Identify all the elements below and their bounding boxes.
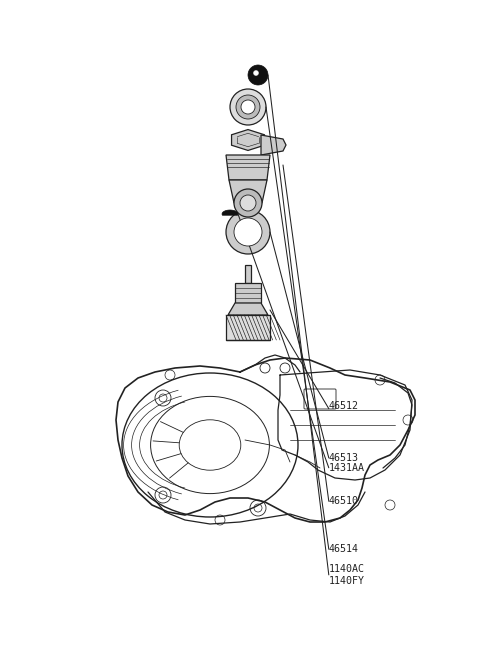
Circle shape xyxy=(253,70,259,76)
Polygon shape xyxy=(261,135,286,155)
Polygon shape xyxy=(226,155,270,180)
Polygon shape xyxy=(228,303,268,315)
Text: 1431AA: 1431AA xyxy=(329,463,365,473)
Text: 46513: 46513 xyxy=(329,453,359,463)
Circle shape xyxy=(230,89,266,125)
Polygon shape xyxy=(245,265,251,283)
Circle shape xyxy=(254,76,262,84)
Text: 1140AC
1140FY: 1140AC 1140FY xyxy=(329,564,365,585)
Circle shape xyxy=(234,218,262,246)
Circle shape xyxy=(236,95,260,119)
Polygon shape xyxy=(229,180,267,203)
Circle shape xyxy=(248,65,268,85)
Polygon shape xyxy=(235,283,261,303)
Circle shape xyxy=(241,100,255,114)
Circle shape xyxy=(226,210,270,254)
Polygon shape xyxy=(226,315,270,340)
Polygon shape xyxy=(222,210,238,215)
Circle shape xyxy=(234,189,262,217)
Circle shape xyxy=(240,195,256,211)
Text: 46512: 46512 xyxy=(329,401,359,411)
Text: 46510: 46510 xyxy=(329,496,359,507)
Polygon shape xyxy=(231,129,264,150)
Text: 46514: 46514 xyxy=(329,543,359,554)
